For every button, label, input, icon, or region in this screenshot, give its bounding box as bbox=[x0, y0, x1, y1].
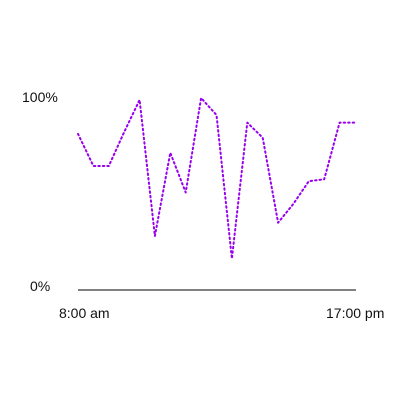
y-tick-label-max: 100% bbox=[22, 89, 58, 105]
series-line bbox=[77, 97, 356, 260]
y-tick-label-min: 0% bbox=[30, 278, 50, 294]
x-tick-label-end: 17:00 pm bbox=[326, 305, 384, 321]
series-layer bbox=[77, 97, 356, 260]
x-tick-label-start: 8:00 am bbox=[59, 305, 110, 321]
